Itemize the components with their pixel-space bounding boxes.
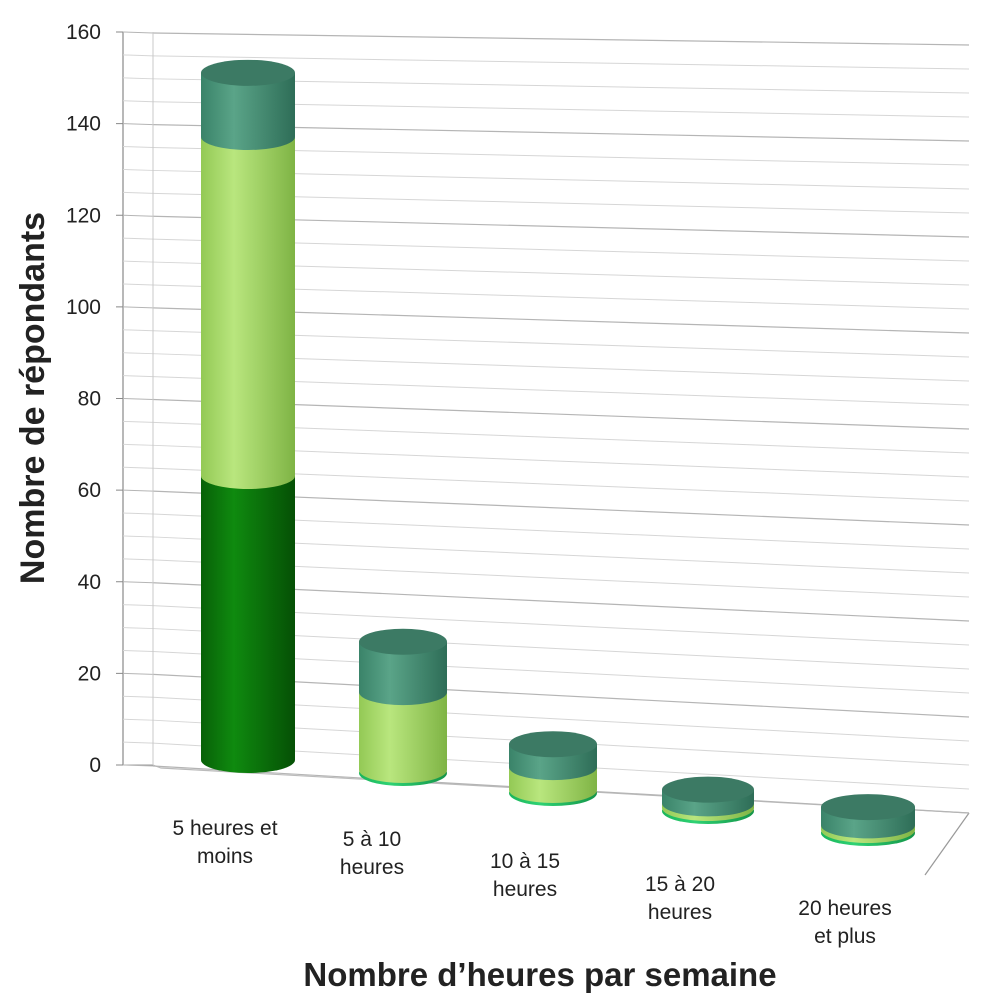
y-tick-label: 0: [89, 754, 101, 777]
bar-top: [509, 731, 597, 758]
gridline-side: [122, 191, 154, 194]
gridline-side: [122, 146, 154, 149]
y-tick-label: 120: [66, 204, 101, 227]
gridline-side: [122, 695, 154, 698]
gridline-side: [122, 237, 154, 240]
gridline-side: [122, 535, 154, 538]
gridline: [152, 32, 970, 46]
bar-stack: [821, 794, 915, 846]
gridline-side: [122, 741, 154, 744]
bar-segment: [359, 641, 447, 706]
y-axis-title: Nombre de répondants: [14, 212, 52, 584]
x-category-label: 15 à 20 heures: [645, 873, 715, 924]
gridline-side: [122, 31, 154, 34]
bar-segment: [201, 72, 295, 150]
bars: [201, 59, 915, 846]
gridline-side: [122, 77, 154, 80]
gridline-side: [122, 443, 154, 446]
x-category-label: 10 à 15 heures: [490, 850, 560, 901]
gridline-side: [122, 375, 154, 378]
gridline-side: [122, 123, 154, 126]
y-tick-label: 80: [78, 388, 101, 411]
gridline-side: [122, 306, 154, 309]
gridline-side: [122, 398, 154, 400]
bar-top: [662, 776, 754, 803]
gridline: [152, 55, 970, 70]
gridline-side: [122, 512, 154, 515]
y-axis-ticks: 0 20 40 60 80 100 120 140 160: [66, 21, 123, 777]
gridline-side: [122, 627, 154, 630]
bar-top: [359, 628, 447, 655]
gridline-side: [122, 672, 154, 675]
bar-segment: [201, 475, 295, 773]
gridline-side: [122, 168, 154, 171]
gridline-side: [122, 764, 154, 767]
gridline-side: [122, 466, 154, 469]
y-tick-label: 40: [78, 571, 101, 594]
y-tick-label: 60: [78, 479, 101, 502]
bar-top: [201, 59, 295, 86]
floor-right-edge: [924, 812, 970, 876]
gridline-side: [122, 329, 154, 332]
gridline-side: [122, 214, 154, 217]
x-category-label: 20 heures et plus: [798, 897, 891, 948]
gridline-side: [122, 581, 154, 584]
gridline-side: [122, 718, 154, 721]
x-category-label: 5 heures et moins: [172, 817, 277, 868]
bar-top: [821, 794, 915, 821]
gridline-side: [122, 352, 154, 355]
gridline-side: [122, 54, 154, 57]
gridline-side: [122, 558, 154, 561]
y-tick-label: 160: [66, 21, 101, 44]
y-tick-label: 100: [66, 296, 101, 319]
bar-stack: [662, 776, 754, 824]
gridline-side: [122, 420, 154, 423]
y-tick-label: 140: [66, 113, 101, 136]
y-tick-label: 20: [78, 662, 101, 685]
bar-stack: [509, 731, 597, 806]
gridline-side: [122, 604, 154, 607]
x-axis-labels: 5 heures et moins 5 à 10 heures 10 à 15 heure…: [172, 817, 891, 948]
gridline-side: [122, 100, 154, 103]
bar-segment: [359, 692, 447, 783]
x-axis-title: Nombre d’heures par semaine: [303, 956, 776, 993]
x-category-label: 5 à 10 heures: [340, 828, 404, 879]
gridline-side: [122, 489, 154, 492]
bar-stack: [359, 628, 447, 786]
gridline-side: [122, 283, 154, 286]
bar-segment: [201, 136, 295, 489]
gridline-side: [122, 260, 154, 263]
gridline-side: [122, 649, 154, 652]
bar-stack: [201, 59, 295, 773]
